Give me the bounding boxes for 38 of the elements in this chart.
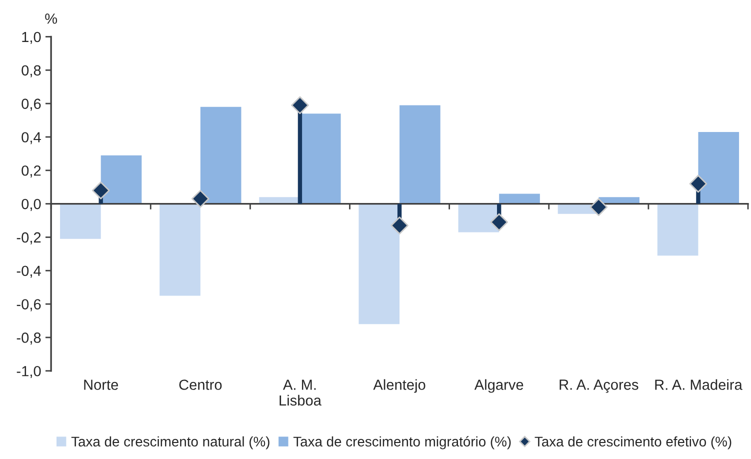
y-tick-label: 0,4 [22,132,41,144]
bar [698,132,740,204]
bar [100,155,142,204]
bar [358,204,400,324]
y-tick-label: -0,6 [16,299,41,312]
x-tick-label: A. M. Lisboa [280,380,322,406]
bar [160,204,200,296]
y-tick-label: -0,2 [16,232,41,244]
point [390,216,408,234]
y-tick-label: -0,4 [16,266,41,278]
legend-label: Taxa de crescimento efetivo (%) [534,436,732,450]
point [590,198,608,216]
point [689,174,708,193]
x-tick-label: Centro [179,380,222,390]
y-tick-label: 1,0 [22,32,41,44]
bar [657,204,698,256]
y-tick-label: 0,0 [22,198,41,211]
point [92,182,110,200]
point [291,96,309,114]
bar [60,204,101,239]
bar [499,194,540,204]
x-tick-label: Norte [84,380,118,390]
y-axis-title: % [45,14,58,24]
bar [400,105,440,204]
x-tick-label: R. A. Açores [560,380,638,393]
x-tick-label: Algarve [474,379,524,393]
bar [200,106,242,204]
legend-label: Taxa de crescimento migratório (%) [293,436,511,450]
y-tick-label: 0,8 [22,65,41,78]
y-tick-label: 0,6 [22,98,41,111]
y-tick-label: 0,2 [22,165,41,178]
x-tick-label: R. A. Madeira [655,379,742,390]
x-tick-label: Alentejo [373,379,426,393]
point [192,190,210,208]
legend-label: Taxa de crescimento natural (%) [71,436,270,450]
y-tick-label: -0,8 [16,332,41,345]
point [490,213,508,232]
y-tick-label: -1,0 [16,366,41,378]
